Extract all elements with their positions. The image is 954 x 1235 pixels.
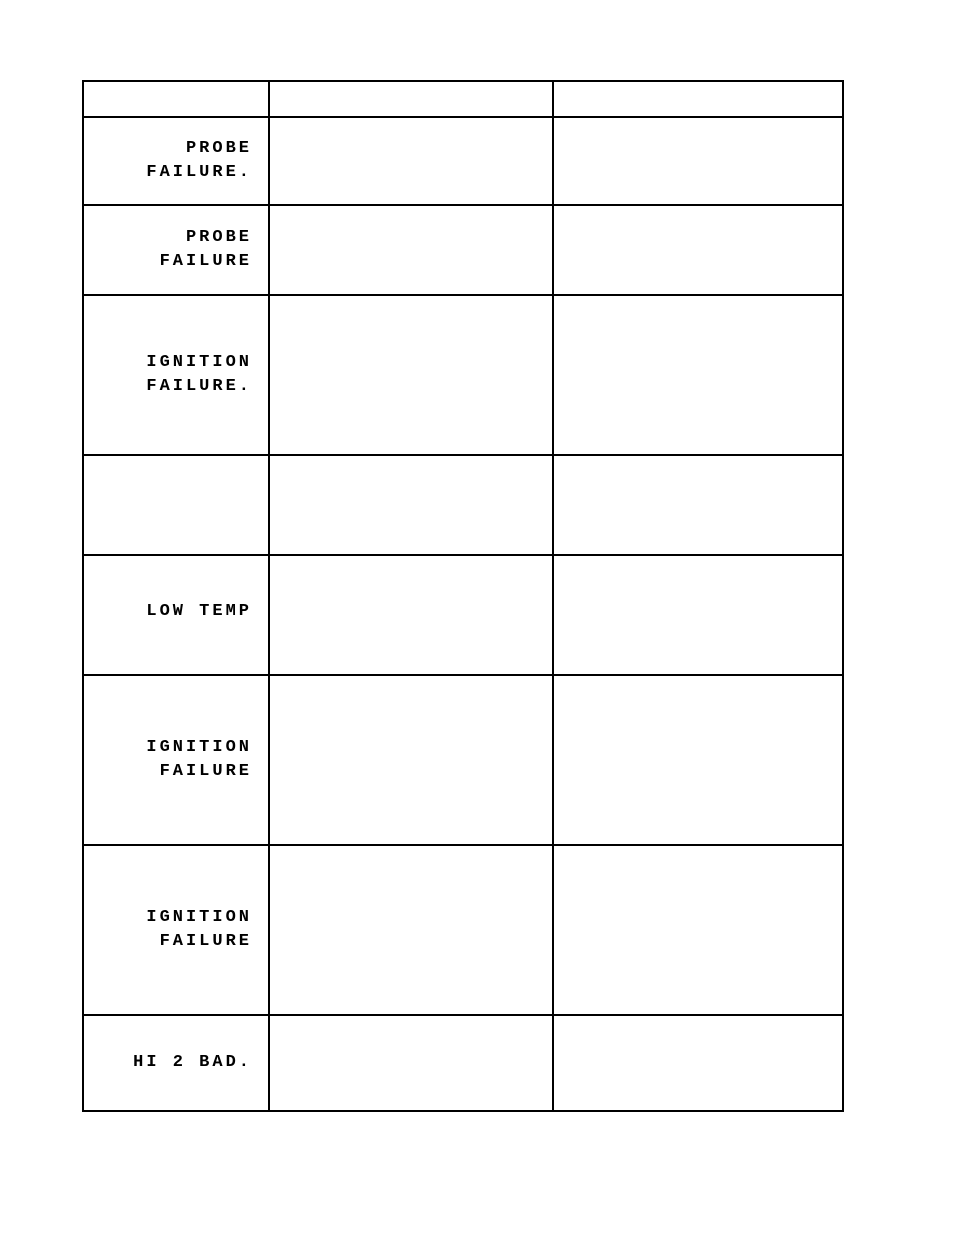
table-row: HI 2 BAD.	[83, 1015, 843, 1111]
table-row: LOW TEMP	[83, 555, 843, 675]
cell-description	[269, 117, 553, 205]
cell-description	[269, 845, 553, 1015]
cell-description	[269, 675, 553, 845]
cell-header-1	[83, 81, 269, 117]
table-row	[83, 455, 843, 555]
cell-description	[269, 455, 553, 555]
cell-error-code: HI 2 BAD.	[83, 1015, 269, 1111]
table-row	[83, 81, 843, 117]
table-row: IGNITION FAILURE	[83, 845, 843, 1015]
cell-header-2	[269, 81, 553, 117]
cell-action	[553, 555, 843, 675]
cell-error-code: LOW TEMP	[83, 555, 269, 675]
cell-description	[269, 555, 553, 675]
table-row: PROBE FAILURE.	[83, 117, 843, 205]
error-codes-table: PROBE FAILURE. PROBE FAILURE IGNITION FA…	[82, 80, 842, 1112]
cell-description	[269, 295, 553, 455]
cell-action	[553, 845, 843, 1015]
cell-error-code: PROBE FAILURE.	[83, 117, 269, 205]
cell-description	[269, 205, 553, 295]
table-row: IGNITION FAILURE	[83, 675, 843, 845]
cell-action	[553, 117, 843, 205]
table: PROBE FAILURE. PROBE FAILURE IGNITION FA…	[82, 80, 844, 1112]
cell-action	[553, 455, 843, 555]
cell-action	[553, 205, 843, 295]
cell-action	[553, 1015, 843, 1111]
cell-header-3	[553, 81, 843, 117]
cell-error-code	[83, 455, 269, 555]
cell-error-code: PROBE FAILURE	[83, 205, 269, 295]
table-row: IGNITION FAILURE.	[83, 295, 843, 455]
cell-action	[553, 295, 843, 455]
cell-description	[269, 1015, 553, 1111]
cell-error-code: IGNITION FAILURE	[83, 675, 269, 845]
cell-error-code: IGNITION FAILURE	[83, 845, 269, 1015]
cell-action	[553, 675, 843, 845]
table-row: PROBE FAILURE	[83, 205, 843, 295]
cell-error-code: IGNITION FAILURE.	[83, 295, 269, 455]
